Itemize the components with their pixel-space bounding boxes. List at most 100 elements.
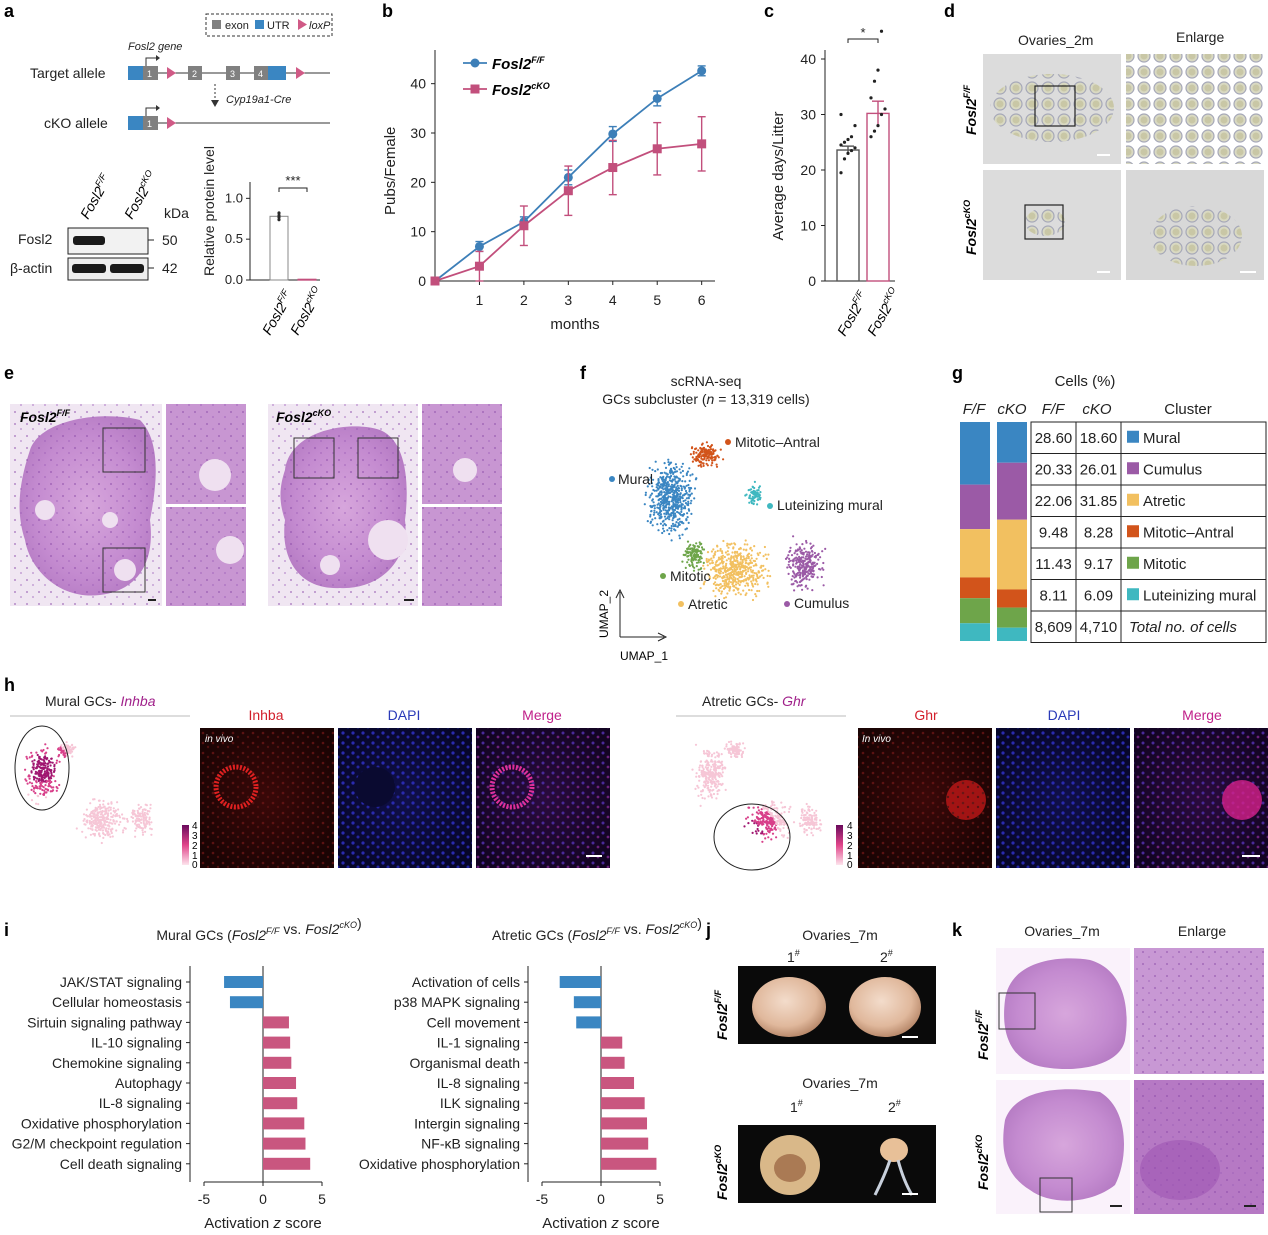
umap-point [657, 494, 660, 497]
i-left-cat-9: Cell death signaling [60, 1156, 182, 1172]
i-right-chart: Atretic GCs (Fosl2F/F vs. Fosl2cKO)-5 0 5A… [359, 915, 702, 1232]
h-umap-point [696, 784, 699, 788]
b-legend-marker [470, 58, 480, 68]
umap-point [699, 464, 702, 467]
h-umap-point [135, 824, 138, 827]
d-row2: Fosl2cKO [962, 200, 979, 255]
umap-point [713, 459, 716, 462]
umap-point [706, 457, 709, 460]
b-point-ff [474, 241, 484, 251]
umap-point [667, 461, 670, 464]
exon-1: 1 [147, 69, 152, 79]
h-umap-point [50, 774, 54, 777]
a-bar-cat2: Fosl2cKO [286, 284, 327, 337]
umap-point [726, 542, 729, 545]
h-umap-point [58, 783, 61, 787]
h-umap-point [735, 753, 738, 756]
umap-point [677, 522, 680, 525]
h-umap-point [806, 812, 809, 815]
umap-point [689, 554, 693, 557]
i-left-bar-4 [263, 1056, 292, 1069]
h-umap-point [99, 810, 102, 813]
umap-point [703, 457, 706, 460]
g-cell-cko: 6.09 [1084, 587, 1113, 604]
h-umap-point [81, 830, 84, 833]
h-umap-point [716, 792, 719, 796]
umap-point [712, 452, 715, 455]
umap-point [680, 510, 683, 513]
h-umap-point [141, 831, 144, 834]
umap-point [738, 563, 741, 566]
e-label2: Fosl2cKO [276, 408, 331, 425]
umap-point [816, 576, 819, 579]
umap-point [753, 545, 756, 548]
umap-point [685, 473, 688, 477]
h-umap-point [771, 814, 774, 818]
g-stack-cko-3 [997, 589, 1027, 608]
h-umap-point [25, 779, 28, 782]
h-umap-point [702, 768, 705, 771]
h-umap-point [134, 829, 137, 832]
i-left-bar-9 [263, 1157, 311, 1170]
h-umap-left [24, 741, 153, 845]
umap-point [714, 563, 717, 566]
umap-point [721, 585, 724, 588]
umap-point [711, 449, 715, 452]
h-umap-point [702, 750, 706, 753]
c-dot [879, 112, 884, 117]
umap-point [803, 559, 806, 563]
h-umap-point [51, 790, 54, 793]
h-umap-point [810, 816, 813, 819]
umap-point [747, 570, 750, 573]
umap-point [720, 590, 724, 593]
a-bar-0 [269, 215, 289, 281]
a-bar-ytick: 1.0 [225, 190, 243, 205]
h-umap-point [92, 832, 95, 836]
h-umap-point [754, 819, 757, 822]
umap-point [697, 549, 700, 553]
umap-point [667, 484, 670, 488]
umap-point [648, 466, 651, 470]
h-umap-point [38, 762, 41, 765]
umap-point [673, 478, 676, 481]
panel-f: f scRNA-seq GCs subcluster (n = 13,319 c… [580, 363, 883, 663]
umap-point [728, 578, 731, 581]
umap-point [657, 478, 660, 481]
h-umap-point [37, 803, 40, 806]
h-umap-point [42, 762, 45, 765]
umap-point [711, 561, 714, 565]
umap-point [689, 543, 692, 547]
h-umap-point [93, 832, 96, 836]
umap-point [792, 570, 795, 573]
h-umap-point [45, 758, 48, 761]
umap-point [651, 518, 654, 521]
umap-point [734, 583, 738, 586]
umap-point [726, 592, 729, 595]
umap-point [734, 578, 737, 581]
umap-point [802, 562, 805, 565]
h-umap-point [703, 797, 706, 800]
umap-point [727, 553, 730, 556]
umap-point [790, 578, 793, 581]
h-umap-point [776, 823, 779, 826]
umap-point [799, 550, 802, 553]
umap-point [762, 555, 765, 558]
umap-point [710, 464, 713, 467]
h-umap-point [68, 745, 72, 748]
h-umap-point [140, 826, 143, 830]
umap-point [697, 464, 700, 467]
h-umap-point [721, 775, 724, 778]
h-umap-point [805, 822, 808, 825]
h-umap-point [771, 832, 775, 835]
i-right-cat-3: IL-1 signaling [437, 1035, 520, 1051]
umap-point [744, 494, 747, 497]
umap-point [746, 554, 749, 558]
h-umap-point [708, 764, 711, 767]
umap-point [663, 505, 666, 508]
umap-point [718, 589, 721, 593]
umap-point [730, 561, 733, 564]
panel-label-a: a [4, 1, 15, 21]
h-umap-point [44, 773, 47, 776]
umap-point [748, 501, 751, 504]
umap-point [750, 580, 753, 583]
